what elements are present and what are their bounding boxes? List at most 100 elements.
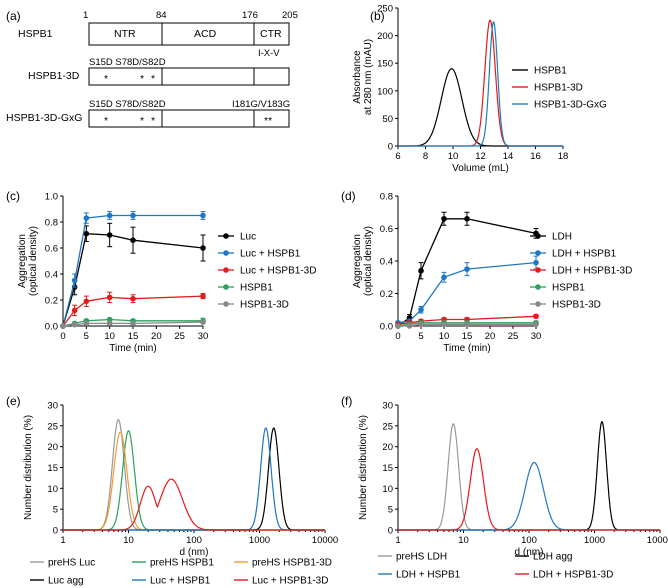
chart-b-sec: 0 50 100 150 200 250 6 8 10 12 14 16 18 Volume (mL) Ab…	[352, 4, 607, 175]
series-line-hspb1-3d-gxg	[398, 20, 563, 147]
data-point	[106, 320, 113, 327]
x-axis-title: Time (min)	[109, 343, 156, 354]
data-point	[130, 237, 136, 243]
x-tick-label: 1000	[249, 535, 270, 546]
y-tick-label: 0.0	[380, 322, 393, 333]
y-tick-label: 15	[382, 463, 393, 474]
y-tick-label: 15	[47, 463, 58, 474]
data-point	[60, 323, 66, 329]
x-axis-title: d (nm)	[515, 547, 544, 558]
y-tick-label: 5	[53, 505, 58, 516]
data-point	[533, 313, 539, 320]
legend-label: LDH	[552, 232, 572, 243]
series-line	[398, 423, 660, 531]
x-tick-label: 10000	[647, 535, 668, 546]
legend-label: LDH + HSPB1	[552, 249, 617, 260]
y-tick-label: 0.6	[45, 244, 58, 255]
y-tick-label: 25	[382, 421, 393, 432]
legend-label: HSPB1	[240, 283, 273, 294]
series-line	[398, 448, 660, 531]
data-point	[106, 212, 113, 219]
data-point	[418, 306, 424, 313]
legend-marker	[223, 233, 229, 239]
legend-label: preHS HSPB1	[150, 558, 214, 569]
x-tick-label: 5	[84, 331, 89, 342]
x-tick-label: 0	[60, 331, 65, 342]
data-point	[106, 316, 113, 323]
data-point	[83, 320, 90, 327]
x-tick-label: 10	[458, 535, 469, 546]
series-line	[63, 430, 325, 531]
y-tick-label: 250	[377, 4, 393, 15]
y-tick-label: 50	[382, 114, 393, 125]
y-axis-title: Aggregation	[17, 234, 28, 288]
pos-176: 176	[242, 10, 258, 21]
y-axis-title: Number distribution (%)	[23, 415, 34, 520]
data-point	[200, 212, 206, 219]
panel-e-label: (e)	[6, 394, 21, 408]
y-tick-label: 25	[47, 421, 58, 432]
legend-label: preHS LDH	[396, 552, 447, 563]
data-point	[406, 323, 413, 329]
chart-e-dls-luciferase: 0 5 10 15 20 25 30 1 10 100 1000 10000 d (nm) Number …	[23, 401, 338, 587]
motif-ixv: I-X-V	[258, 48, 280, 59]
panel-d-label: (d)	[341, 189, 356, 203]
y-tick-label: 1.0	[45, 192, 58, 203]
data-point	[83, 230, 90, 237]
series-line	[398, 461, 660, 531]
x-tick-label: 16	[530, 151, 541, 162]
data-point	[441, 321, 447, 328]
x-tick-label: 1000	[584, 535, 605, 546]
legend-label: Luc + HSPB1-3D	[252, 576, 328, 587]
legend-label: Luc + HSPB1-3D	[240, 266, 316, 277]
series-line	[63, 427, 325, 531]
y-tick-label: 0.2	[45, 296, 58, 307]
panel-f-label: (f)	[341, 394, 352, 408]
legend-label: LDH agg	[533, 552, 572, 563]
legend-marker	[535, 301, 541, 307]
data-point	[71, 307, 78, 314]
series-line	[63, 419, 325, 531]
y-axis-title: (optical density)	[28, 226, 39, 296]
legend-marker	[223, 250, 229, 256]
series-line	[62, 295, 204, 327]
y-tick-label: 0.8	[380, 192, 393, 203]
x-tick-label: 14	[503, 151, 514, 162]
x-tick-label: 5	[418, 331, 423, 342]
domain-acd: ACD	[194, 28, 217, 40]
construct-bar-hspb1-3d	[88, 67, 290, 86]
mutation-star: *	[151, 115, 155, 127]
legend-marker	[223, 284, 229, 290]
pos-84: 84	[156, 10, 167, 21]
series-line	[398, 420, 660, 531]
construct-bar-hspb1	[88, 22, 290, 46]
y-axis-title: Absorbance	[352, 50, 363, 104]
y-tick-label: 30	[47, 401, 58, 412]
legend-marker	[535, 284, 541, 290]
data-point	[83, 298, 90, 305]
series-line	[63, 427, 325, 531]
legend-label: preHS HSPB1-3D	[252, 558, 332, 569]
y-tick-label: 0.6	[380, 224, 393, 235]
y-tick-label: 0	[388, 142, 393, 153]
series-line	[62, 214, 203, 327]
legend-marker	[535, 267, 541, 273]
construct-bar-hspb1-3d-gxg	[88, 109, 290, 128]
x-tick-label: 1	[395, 535, 400, 546]
x-tick-label: 15	[462, 331, 473, 342]
x-tick-label: 10	[448, 151, 459, 162]
data-point	[464, 215, 470, 222]
legend-label: Luc	[240, 232, 256, 243]
x-tick-label: 20	[485, 331, 496, 342]
construct-name-hspb1: HSPB1	[18, 28, 53, 40]
x-tick-label: 100	[186, 535, 202, 546]
data-point	[418, 267, 424, 274]
legend-marker	[535, 250, 541, 256]
data-point	[130, 295, 136, 302]
mutation-star: **	[264, 115, 272, 127]
data-point	[441, 215, 447, 222]
data-point	[71, 277, 78, 284]
data-point	[83, 215, 90, 221]
legend-label: LDH + HSPB1-3D	[552, 266, 632, 277]
